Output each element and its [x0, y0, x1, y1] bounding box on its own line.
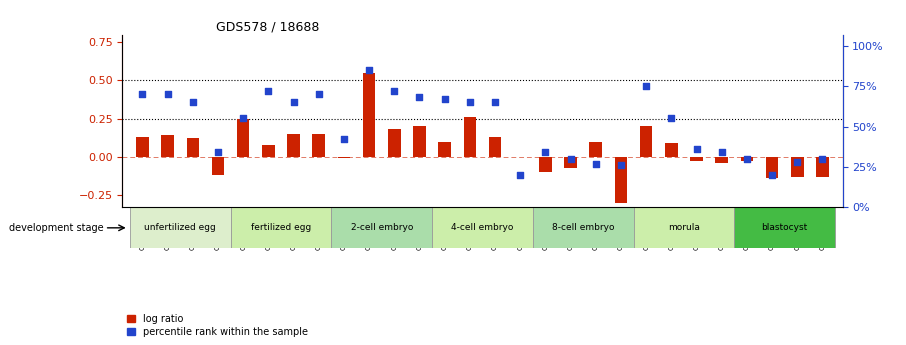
- Point: [765, 172, 779, 178]
- Text: 2-cell embryo: 2-cell embryo: [351, 223, 413, 232]
- Bar: [287, 134, 300, 157]
- Bar: [161, 135, 174, 157]
- Text: blastocyst: blastocyst: [762, 223, 808, 232]
- Point: [160, 91, 175, 97]
- Point: [361, 67, 376, 73]
- Bar: [590, 141, 602, 157]
- Point: [487, 100, 502, 105]
- Bar: [665, 143, 678, 157]
- Bar: [439, 141, 451, 157]
- Bar: [388, 129, 400, 157]
- Bar: [690, 157, 703, 161]
- Bar: [791, 157, 804, 177]
- Bar: [432, 207, 533, 248]
- Bar: [488, 137, 501, 157]
- Point: [538, 150, 553, 155]
- Point: [815, 156, 830, 161]
- Point: [564, 156, 578, 161]
- Bar: [236, 119, 249, 157]
- Point: [337, 137, 352, 142]
- Bar: [136, 137, 149, 157]
- Bar: [332, 207, 432, 248]
- Point: [186, 100, 200, 105]
- Bar: [231, 207, 332, 248]
- Bar: [640, 126, 652, 157]
- Bar: [564, 157, 577, 168]
- Bar: [539, 157, 552, 172]
- Point: [261, 88, 275, 94]
- Bar: [187, 138, 199, 157]
- Legend: log ratio, percentile rank within the sample: log ratio, percentile rank within the sa…: [127, 314, 308, 337]
- Point: [639, 83, 653, 89]
- Bar: [130, 207, 231, 248]
- Bar: [313, 134, 325, 157]
- Text: unfertilized egg: unfertilized egg: [144, 223, 217, 232]
- Bar: [766, 157, 778, 178]
- Point: [513, 172, 527, 178]
- Bar: [734, 207, 835, 248]
- Text: 8-cell embryo: 8-cell embryo: [552, 223, 614, 232]
- Point: [790, 159, 805, 165]
- Point: [589, 161, 603, 166]
- Text: morula: morula: [668, 223, 699, 232]
- Bar: [464, 117, 477, 157]
- Point: [286, 100, 301, 105]
- Point: [463, 100, 477, 105]
- Bar: [633, 207, 734, 248]
- Point: [438, 96, 452, 102]
- Bar: [716, 157, 728, 163]
- Text: development stage: development stage: [9, 223, 103, 233]
- Bar: [614, 157, 627, 203]
- Point: [387, 88, 401, 94]
- Bar: [816, 157, 829, 177]
- Bar: [740, 157, 753, 161]
- Point: [312, 91, 326, 97]
- Point: [412, 95, 427, 100]
- Bar: [262, 145, 275, 157]
- Bar: [533, 207, 633, 248]
- Bar: [413, 126, 426, 157]
- Bar: [362, 73, 375, 157]
- Text: fertilized egg: fertilized egg: [251, 223, 311, 232]
- Point: [135, 91, 149, 97]
- Text: GDS578 / 18688: GDS578 / 18688: [216, 20, 319, 33]
- Point: [664, 116, 679, 121]
- Point: [211, 150, 226, 155]
- Bar: [338, 157, 351, 158]
- Bar: [212, 157, 225, 175]
- Point: [739, 156, 754, 161]
- Point: [715, 150, 729, 155]
- Point: [236, 116, 250, 121]
- Text: 4-cell embryo: 4-cell embryo: [451, 223, 514, 232]
- Point: [613, 162, 628, 168]
- Point: [689, 146, 704, 152]
